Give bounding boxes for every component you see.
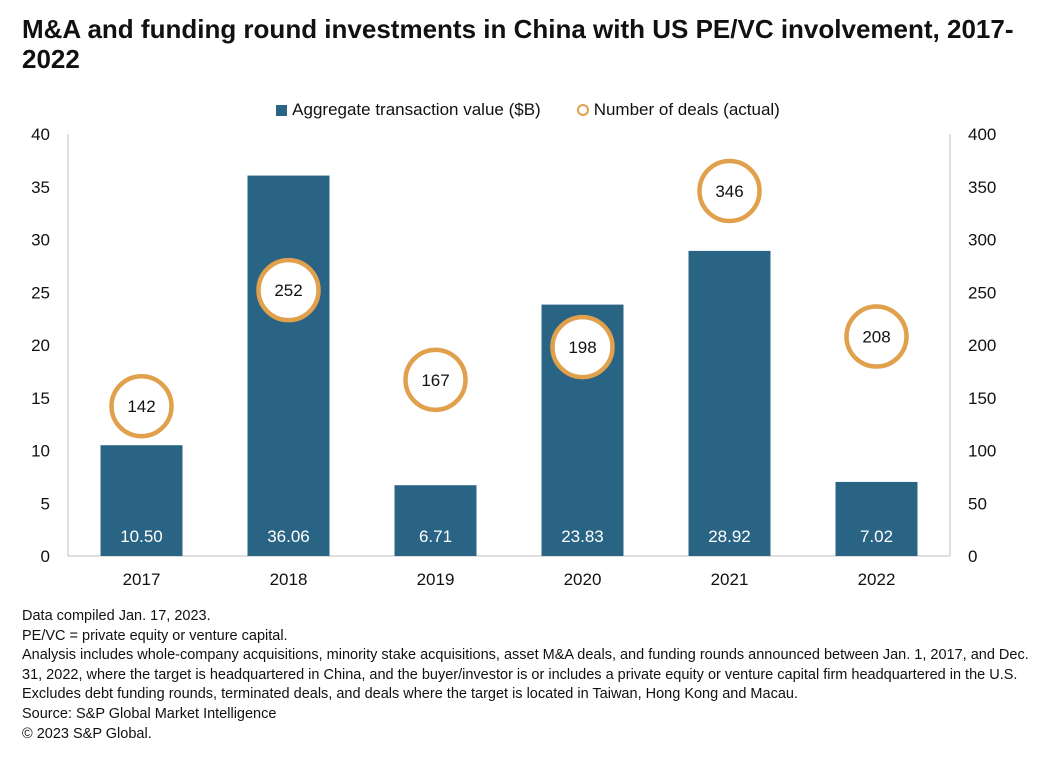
legend-item-number-of-deals: Number of deals (actual) bbox=[576, 99, 780, 121]
legend-label-number-of-deals: Number of deals (actual) bbox=[593, 100, 780, 119]
bar-2017 bbox=[100, 445, 183, 556]
deal-count-label: 198 bbox=[568, 338, 596, 357]
deal-count-label: 346 bbox=[715, 182, 743, 201]
bar-2018 bbox=[247, 175, 330, 556]
bar-value-label: 6.71 bbox=[419, 527, 452, 546]
right-axis-tick-label: 300 bbox=[968, 231, 996, 250]
bar-series bbox=[100, 175, 918, 557]
chart-notes: Data compiled Jan. 17, 2023. PE/VC = pri… bbox=[22, 607, 1032, 744]
chart-axes bbox=[67, 134, 951, 557]
chart-title: M&A and funding round investments in Chi… bbox=[22, 14, 1014, 74]
x-axis-label: 2021 bbox=[711, 570, 749, 589]
bar-value-labels: 10.50 36.06 6.71 23.83 28.92 7.02 bbox=[120, 527, 893, 546]
right-axis-tick-label: 350 bbox=[968, 178, 996, 197]
bar-2022 bbox=[835, 481, 918, 556]
note-line: Excludes debt funding rounds, terminated… bbox=[22, 686, 798, 703]
x-axis-label: 2018 bbox=[270, 570, 308, 589]
legend-label-transaction-value: Aggregate transaction value ($B) bbox=[292, 100, 541, 119]
left-axis-tick-label: 0 bbox=[41, 547, 50, 566]
circle-series: 142 252 167 198 346 208 bbox=[109, 158, 909, 439]
deal-count-circle-2017 bbox=[109, 373, 174, 439]
chart-legend: Aggregate transaction value ($B) Number … bbox=[0, 99, 1056, 121]
right-axis-tick-label: 250 bbox=[968, 283, 996, 302]
right-axis-tick-label: 50 bbox=[968, 494, 987, 513]
deal-count-label: 167 bbox=[421, 371, 449, 390]
bar-value-label: 23.83 bbox=[561, 527, 604, 546]
left-axis-tick-label: 35 bbox=[31, 178, 50, 197]
left-axis-tick-label: 5 bbox=[41, 494, 50, 513]
deal-count-circle-2022 bbox=[844, 304, 909, 369]
left-axis-tick-label: 25 bbox=[31, 283, 50, 302]
bar-value-label: 36.06 bbox=[267, 527, 310, 546]
bar-2019 bbox=[394, 485, 477, 556]
right-axis-tick-label: 400 bbox=[968, 125, 996, 144]
right-axis-tick-label: 100 bbox=[968, 442, 996, 461]
left-axis-tick-label: 15 bbox=[31, 389, 50, 408]
note-line: © 2023 S&P Global. bbox=[22, 725, 152, 742]
bar-value-label: 7.02 bbox=[860, 527, 893, 546]
left-axis-tick-label: 10 bbox=[31, 442, 50, 461]
note-line: PE/VC = private equity or venture capita… bbox=[22, 627, 288, 644]
deal-count-label: 208 bbox=[862, 328, 890, 347]
x-axis-label: 2022 bbox=[858, 570, 896, 589]
deal-count-circle-2019 bbox=[403, 347, 468, 413]
bar-2021 bbox=[688, 250, 771, 557]
deal-count-circle-2020 bbox=[550, 314, 615, 380]
combo-chart: 0 5 10 15 20 25 30 35 40 0 50 100 150 200 250 300 350 40… bbox=[31, 125, 996, 589]
left-axis-tick-label: 20 bbox=[31, 336, 50, 355]
bar-value-label: 28.92 bbox=[708, 527, 751, 546]
deal-count-circle-2018 bbox=[256, 257, 321, 323]
left-axis-tick-label: 40 bbox=[31, 125, 50, 144]
right-axis-tick-label: 200 bbox=[968, 336, 996, 355]
deal-count-label: 252 bbox=[274, 281, 302, 300]
left-axis-tick-label: 30 bbox=[31, 231, 50, 250]
bar-value-label: 10.50 bbox=[120, 527, 163, 546]
note-line: Analysis includes whole-company acquisit… bbox=[22, 647, 1029, 683]
legend-bar-swatch bbox=[276, 104, 288, 116]
legend-circle-swatch bbox=[576, 104, 589, 116]
x-axis-label: 2017 bbox=[123, 570, 161, 589]
right-axis-tick-label: 150 bbox=[968, 389, 996, 408]
note-line: Source: S&P Global Market Intelligence bbox=[22, 705, 277, 722]
legend-item-transaction-value: Aggregate transaction value ($B) bbox=[276, 99, 541, 121]
x-axis-labels: 2017 2018 2019 2020 2021 2022 bbox=[123, 570, 896, 589]
x-axis-label: 2019 bbox=[417, 570, 455, 589]
deal-count-circle-2021 bbox=[697, 158, 762, 224]
note-line: Data compiled Jan. 17, 2023. bbox=[22, 608, 211, 624]
right-axis-tick-label: 0 bbox=[968, 547, 977, 566]
right-axis-ticks: 0 50 100 150 200 250 300 350 400 bbox=[968, 125, 996, 566]
left-axis-ticks: 0 5 10 15 20 25 30 35 40 bbox=[31, 125, 50, 566]
x-axis-label: 2020 bbox=[564, 570, 602, 589]
deal-count-label: 142 bbox=[127, 397, 155, 416]
